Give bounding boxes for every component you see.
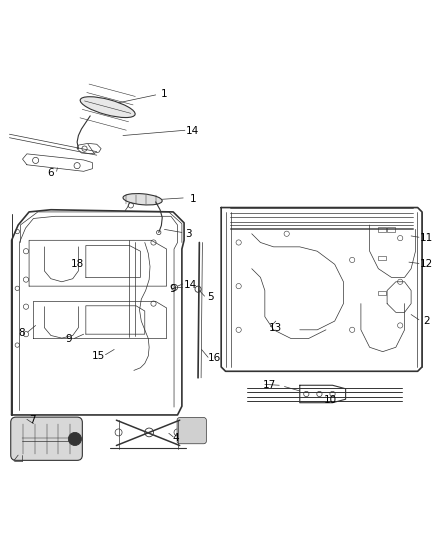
Text: 11: 11 <box>420 233 433 243</box>
Text: 2: 2 <box>423 316 430 326</box>
Circle shape <box>68 432 81 446</box>
Text: 18: 18 <box>71 260 84 269</box>
Text: 8: 8 <box>18 328 25 338</box>
Text: 15: 15 <box>92 351 106 361</box>
Text: 1: 1 <box>190 194 196 204</box>
Text: 6: 6 <box>48 168 54 177</box>
Text: 1: 1 <box>161 89 168 99</box>
Text: 7: 7 <box>29 415 36 425</box>
FancyBboxPatch shape <box>11 417 82 461</box>
Text: 9: 9 <box>65 334 72 344</box>
Ellipse shape <box>123 193 162 205</box>
Text: 9: 9 <box>170 284 177 294</box>
Text: 17: 17 <box>263 380 276 390</box>
FancyBboxPatch shape <box>177 417 206 444</box>
Ellipse shape <box>80 96 135 118</box>
Text: 4: 4 <box>172 433 179 442</box>
Text: 12: 12 <box>420 260 433 269</box>
Text: 14: 14 <box>186 126 199 136</box>
Text: 16: 16 <box>208 353 221 363</box>
Text: 10: 10 <box>324 394 337 405</box>
Text: 13: 13 <box>269 322 283 333</box>
Text: 5: 5 <box>207 292 214 302</box>
Text: 3: 3 <box>185 229 192 239</box>
Text: 14: 14 <box>184 280 197 290</box>
